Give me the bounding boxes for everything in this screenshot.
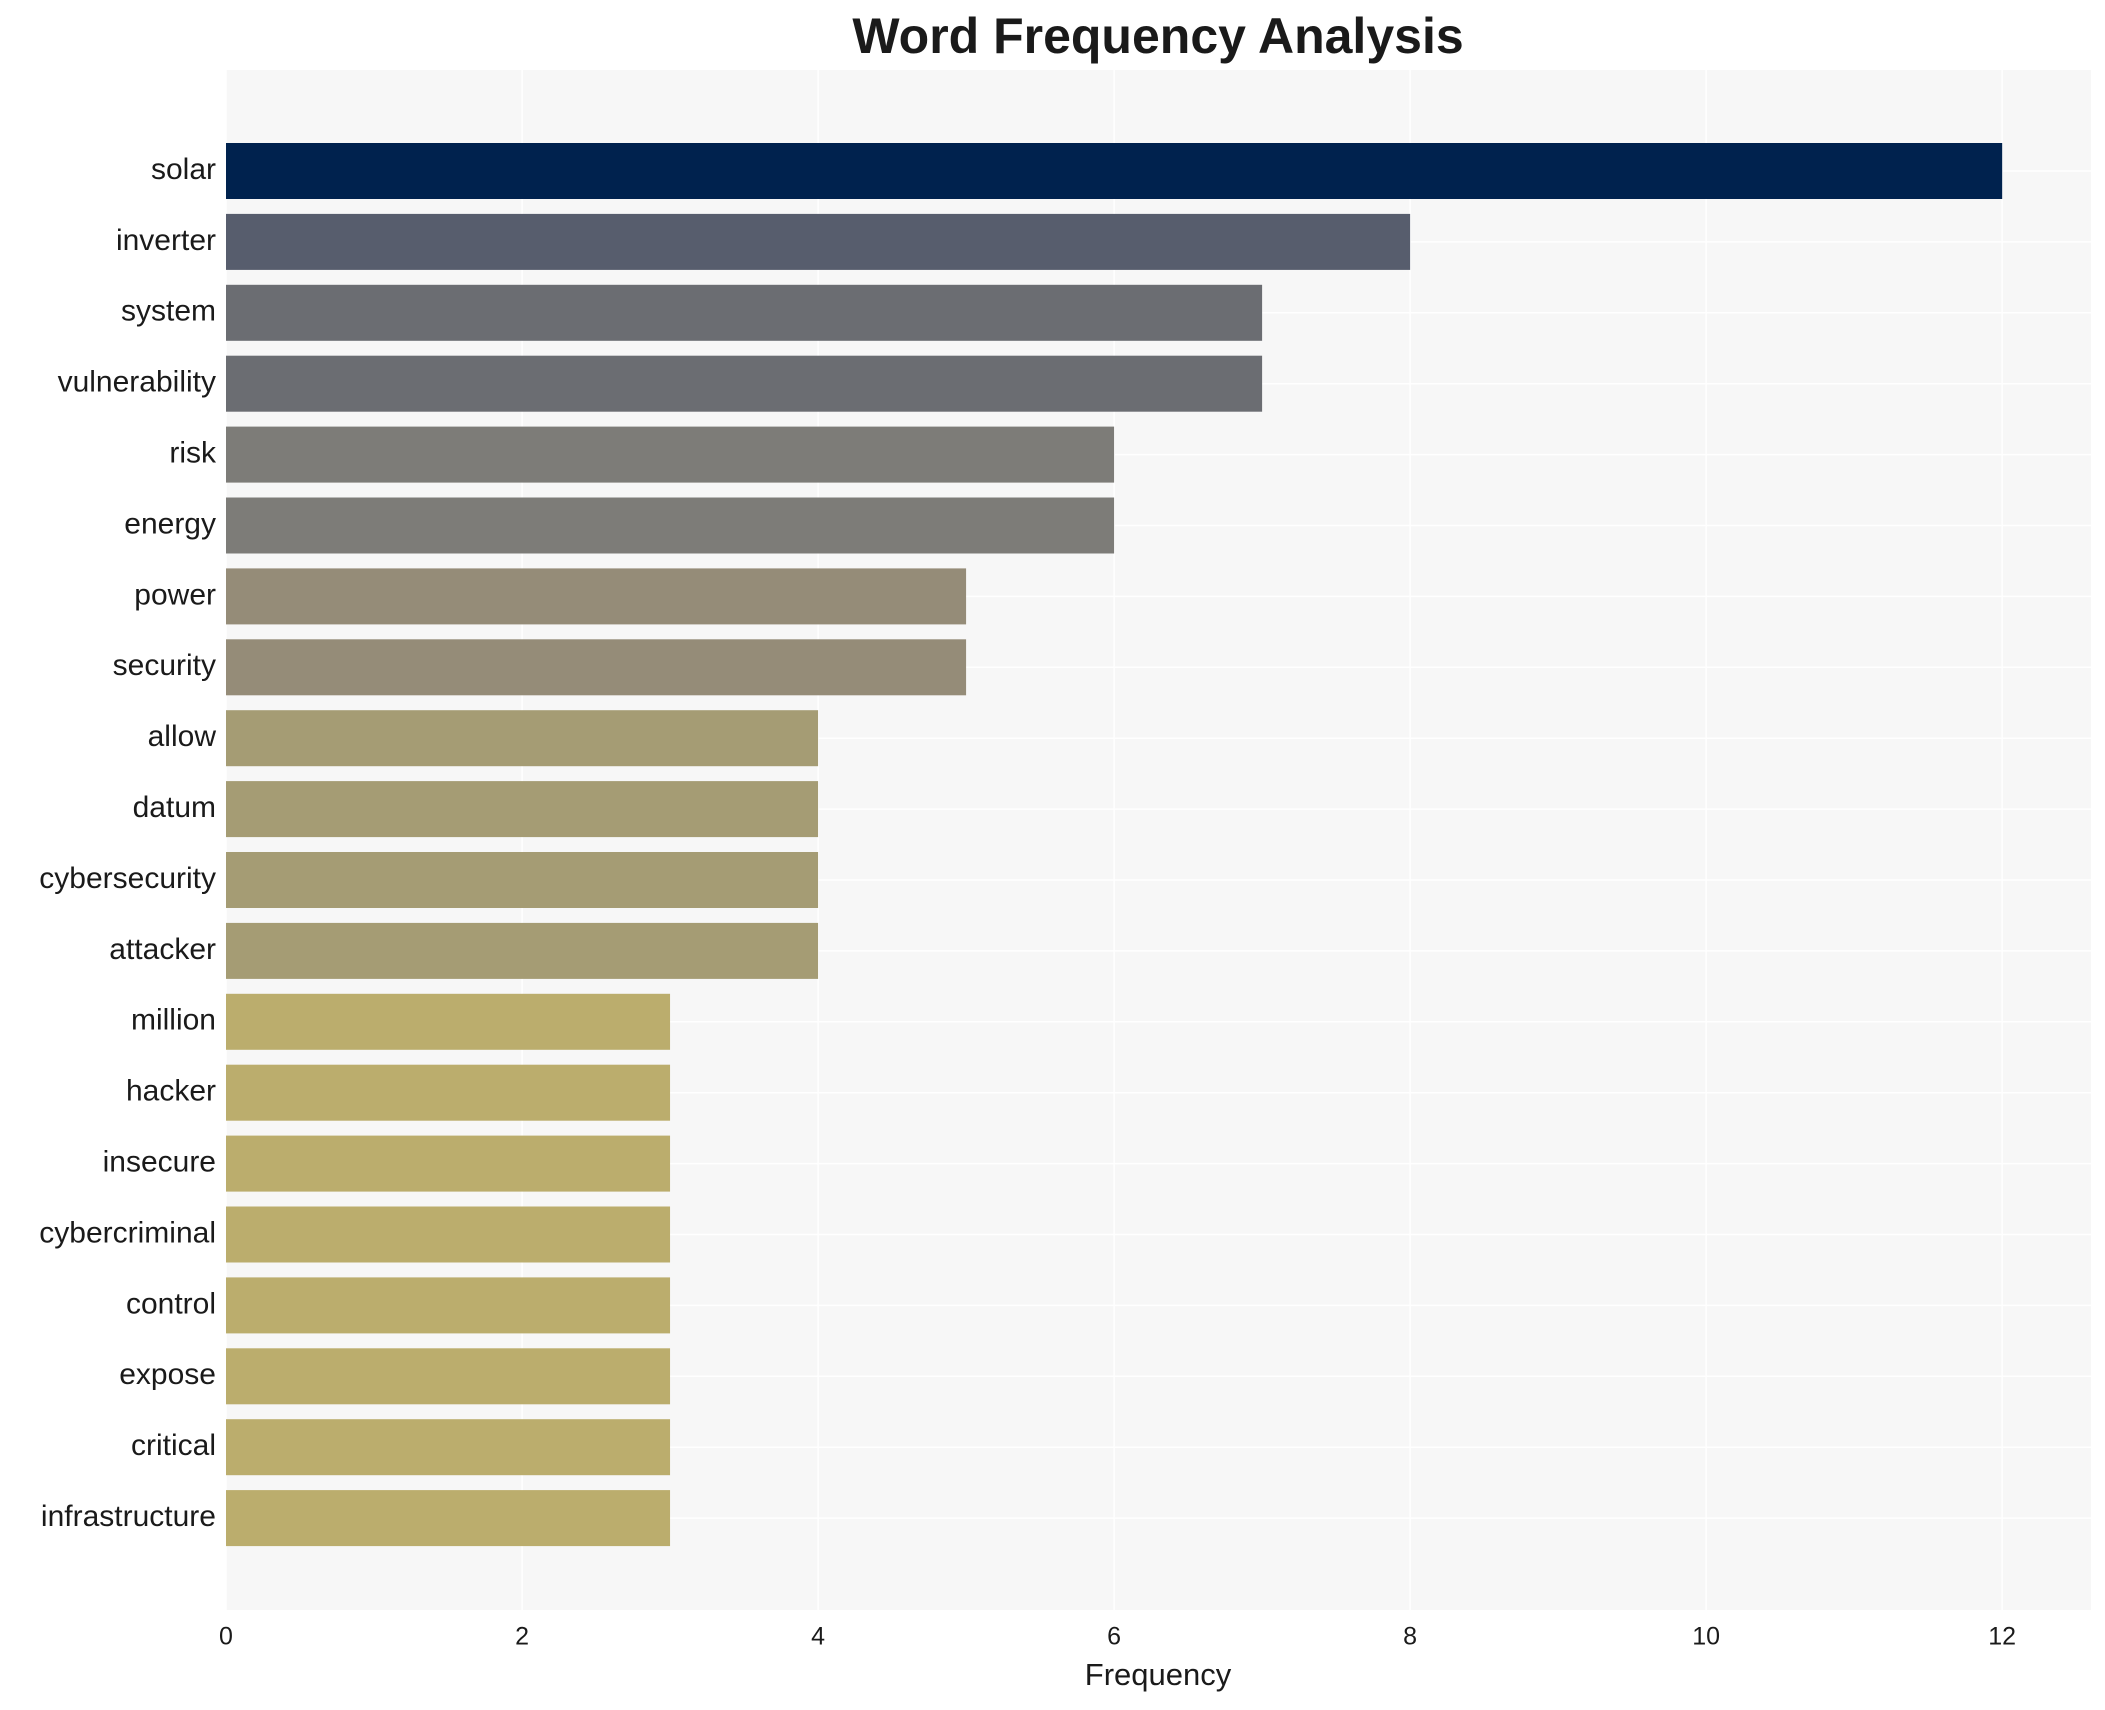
- x-tick-label: 10: [1692, 1623, 1720, 1651]
- x-tick-label: 4: [811, 1623, 825, 1651]
- x-tick-label: 8: [1403, 1623, 1417, 1651]
- y-tick-label: allow: [148, 720, 217, 753]
- y-tick-label: hacker: [126, 1075, 216, 1108]
- y-tick-label: insecure: [103, 1146, 216, 1179]
- bar: [226, 1490, 671, 1547]
- bar: [226, 852, 819, 908]
- bar: [226, 1348, 671, 1405]
- x-tick-label: 6: [1107, 1623, 1121, 1651]
- y-tick-label: power: [134, 578, 216, 611]
- bar: [226, 922, 819, 979]
- bar: [226, 426, 1115, 483]
- y-tick-label: critical: [131, 1429, 216, 1462]
- y-tick-label: cybercriminal: [39, 1216, 216, 1249]
- y-tick-label: infrastructure: [41, 1500, 216, 1533]
- y-tick-label: system: [121, 295, 216, 328]
- y-tick-label: control: [126, 1287, 216, 1320]
- y-tick-label: cybersecurity: [39, 862, 216, 895]
- x-tick-label: 2: [515, 1623, 529, 1651]
- chart-title: Word Frequency Analysis: [852, 8, 1463, 64]
- x-axis-label: Frequency: [1085, 1657, 1232, 1692]
- bar: [226, 284, 1263, 341]
- bar: [226, 1135, 671, 1192]
- bar: [226, 993, 671, 1050]
- bar: [226, 639, 967, 696]
- bar: [226, 710, 819, 767]
- y-tick-label: attacker: [109, 933, 216, 966]
- bar: [226, 213, 1411, 270]
- x-tick-label: 12: [1988, 1623, 2016, 1651]
- bar: [226, 781, 819, 838]
- y-tick-label: risk: [169, 437, 217, 470]
- x-tick-label: 0: [219, 1623, 233, 1651]
- bar: [226, 497, 1115, 554]
- bar: [226, 1206, 671, 1263]
- y-tick-label: energy: [124, 507, 216, 540]
- bar: [226, 1277, 671, 1334]
- bar: [226, 1064, 671, 1121]
- y-tick-label: security: [113, 649, 216, 682]
- y-tick-label: vulnerability: [58, 366, 216, 399]
- y-tick-label: solar: [151, 153, 216, 186]
- y-tick-label: datum: [133, 791, 216, 824]
- y-tick-label: million: [131, 1004, 216, 1037]
- y-tick-label: expose: [119, 1358, 216, 1391]
- bar: [226, 568, 967, 625]
- bar: [226, 1419, 671, 1476]
- y-tick-label: inverter: [116, 224, 216, 257]
- bar: [226, 143, 2003, 199]
- bar: [226, 355, 1263, 412]
